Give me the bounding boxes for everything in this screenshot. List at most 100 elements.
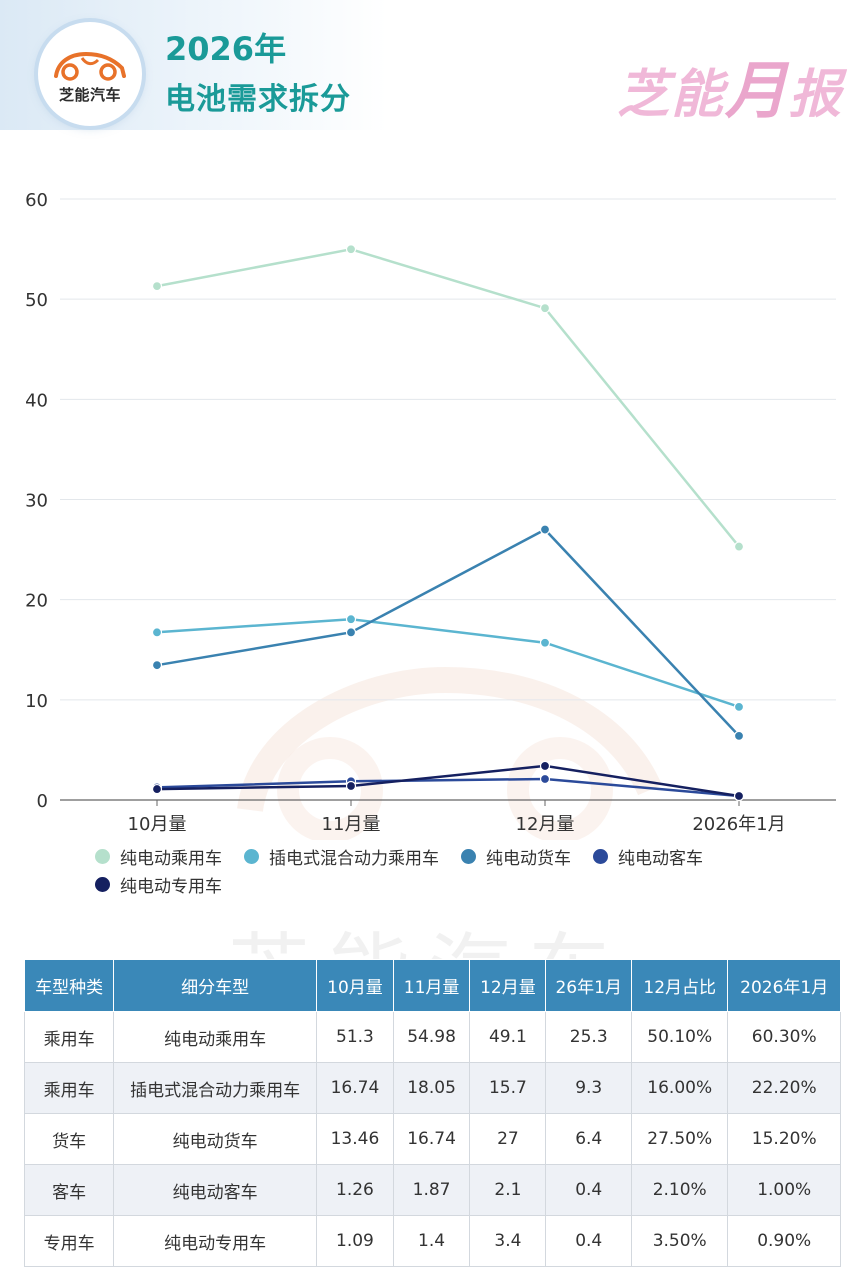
data-point [151,660,163,671]
table-cell: 25.3 [545,1011,632,1063]
table-cell: 16.00% [630,1062,729,1114]
table-cell: 客车 [23,1164,115,1216]
table-cell: 27.50% [630,1113,729,1165]
legend-item: 纯电动货车 [461,842,571,870]
data-point [345,614,357,625]
y-tick-label: 20 [25,591,48,612]
data-point [733,701,745,712]
table-cell: 2.10% [630,1164,729,1216]
x-tick-label: 11月量 [322,814,381,835]
table-cell: 50.10% [630,1011,729,1063]
data-point [151,281,163,292]
data-point [539,773,551,785]
table-header-cell: 10月量 [316,959,394,1012]
x-tick-label: 10月量 [128,814,187,835]
table-cell: 16.74 [392,1113,471,1165]
table-cell: 49.1 [469,1011,547,1063]
table-cell: 乘用车 [23,1011,115,1063]
table-cell: 3.50% [630,1215,729,1267]
x-tick-label: 12月量 [516,814,575,835]
table-cell: 9.3 [545,1062,632,1114]
series-line [156,617,740,708]
logo-text: 芝能汽车 [58,86,121,104]
table-row: 客车 纯电动客车 1.26 1.87 2.1 0.4 2.10% 1.00% [23,1164,841,1216]
legend-swatch [95,848,110,864]
page-title: 电池需求拆分 [165,82,351,117]
table-header-cell: 车型种类 [23,959,115,1012]
y-tick-label: 50 [25,290,48,311]
table-cell: 18.05 [392,1062,471,1114]
x-tick-label: 2026年1月 [692,814,785,835]
legend-label: 纯电动客车 [618,848,703,869]
table-cell: 纯电动乘用车 [113,1011,318,1063]
table-cell: 货车 [23,1113,115,1165]
legend-label: 纯电动货车 [486,848,571,869]
series-line [156,764,740,798]
legend-label: 纯电动乘用车 [120,848,222,869]
table-cell: 专用车 [23,1215,115,1267]
data-point [539,637,551,648]
brand-text-part3: 报 [788,65,843,125]
table-cell: 15.20% [727,1113,841,1165]
table-cell: 60.30% [727,1011,841,1063]
table-cell: 51.3 [316,1011,394,1063]
table-cell: 3.4 [469,1215,547,1267]
data-point [151,627,163,638]
legend-swatch [593,848,608,864]
legend-item: 纯电动乘用车 [95,842,222,870]
y-tick-label: 0 [37,791,48,812]
table-cell: 16.74 [316,1062,394,1114]
table-cell: 乘用车 [23,1062,115,1114]
table-row: 专用车 纯电动专用车 1.09 1.4 3.4 0.4 3.50% 0.90% [23,1215,841,1267]
watermark-logo-arc [237,666,662,813]
y-tick-label: 30 [25,491,48,512]
data-point [345,244,357,255]
table-cell: 13.46 [316,1113,394,1165]
header-banner: 芝能汽车 2026年 电池需求拆分 芝能月报 [0,0,861,130]
series-line [156,777,740,798]
data-point [345,780,357,792]
legend-label: 插电式混合动力乘用车 [269,848,439,869]
table-body: 乘用车 纯电动乘用车 51.3 54.98 49.1 25.3 50.10% 60.30% 乘用… [23,1011,841,1267]
table-header-cell: 12月占比 [630,959,729,1012]
table-header-cell: 26年1月 [545,959,632,1012]
brand-wordmark: 芝能月报 [617,40,843,130]
data-point [539,524,551,535]
table-row: 货车 纯电动货车 13.46 16.74 27 6.4 27.50% 15.20% [23,1113,841,1165]
table-header-cell: 11月量 [392,959,471,1012]
y-tick-label: 40 [25,390,48,411]
legend-swatch [244,848,259,864]
table-cell: 1.26 [316,1164,394,1216]
data-point [733,730,745,741]
series-line [156,528,740,737]
table-row: 乘用车 插电式混合动力乘用车 16.74 18.05 15.7 9.3 16.00% 22.2… [23,1062,841,1114]
table-cell: 1.4 [392,1215,471,1267]
table-header-cell: 细分车型 [113,959,318,1012]
watermark-logo-wheel [277,737,383,840]
table-cell: 2.1 [469,1164,547,1216]
table-cell: 纯电动客车 [113,1164,318,1216]
table-cell: 22.20% [727,1062,841,1114]
table-cell: 0.4 [545,1164,632,1216]
chart-legend: 纯电动乘用车 插电式混合动力乘用车 纯电动货车 纯电动客车纯电动专用车 [95,842,815,898]
y-tick-label: 10 [25,691,48,712]
table-cell: 纯电动货车 [113,1113,318,1165]
line-chart: 0 10 20 30 40 50 60 10月量 11月量 12月量 2026年1月 [25,190,836,840]
table-cell: 1.87 [392,1164,471,1216]
brand-text-part1: 芝能 [616,65,725,125]
table-header-row: 车型种类 细分车型 10月量 11月量 12月量 26年1月 12月占比 2026年1月 [23,959,841,1012]
data-point [733,790,745,802]
car-logo-icon [54,51,126,81]
legend-item: 纯电动客车 [593,842,703,870]
table-header-cell: 2026年1月 [727,959,841,1012]
table-cell: 1.00% [727,1164,841,1216]
table-cell: 0.90% [727,1215,841,1267]
table-cell: 6.4 [545,1113,632,1165]
watermark-logo-wheel [507,737,613,840]
table-cell: 1.09 [316,1215,394,1267]
legend-item: 插电式混合动力乘用车 [244,842,439,870]
table-cell: 纯电动专用车 [113,1215,318,1267]
legend-label: 纯电动专用车 [120,876,222,897]
table-cell: 插电式混合动力乘用车 [113,1062,318,1114]
data-point [151,783,163,795]
